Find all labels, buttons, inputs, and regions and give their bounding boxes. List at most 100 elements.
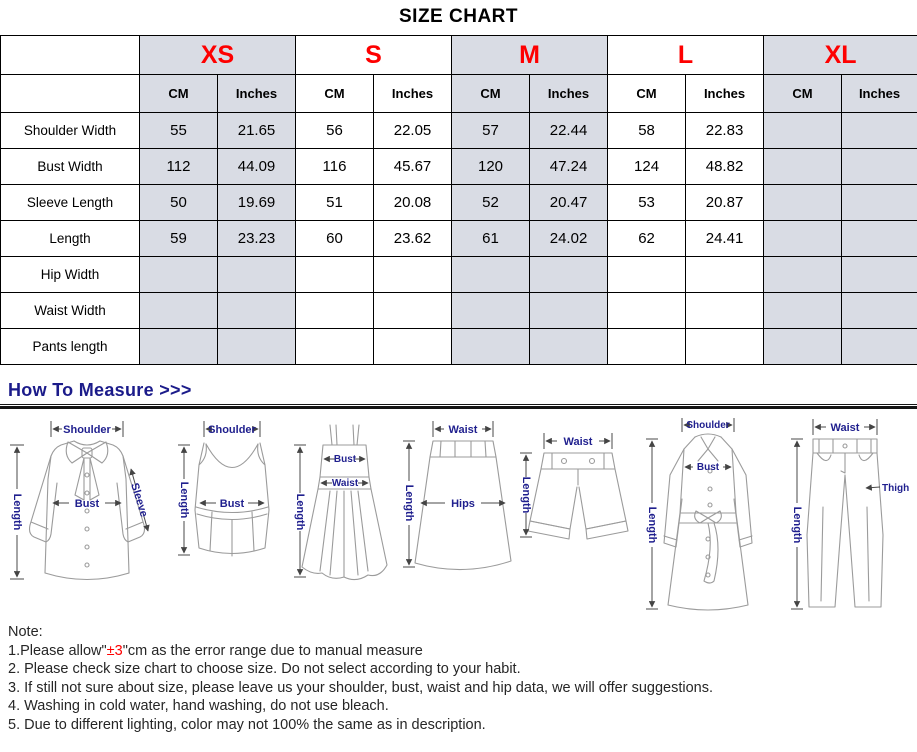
cell-m-cm: 120: [451, 148, 531, 185]
note-1-prefix: 1.Please allow": [8, 642, 107, 659]
note-line-5: 5. Due to different lighting, color may …: [8, 716, 486, 733]
blouse-length-label: Length: [11, 494, 23, 531]
cell-xs-cm: [139, 292, 218, 329]
cell-l-cm: [607, 328, 687, 365]
shorts-waist-label: Waist: [563, 436, 592, 448]
blouse-diagram: Shoulder Length Bust Sleeve: [10, 421, 150, 581]
skirt-hips-label: Hips: [451, 498, 475, 510]
unit-m-cm: CM: [451, 74, 531, 113]
cell-s-cm: [295, 328, 375, 365]
unit-xl-cm: CM: [763, 74, 843, 113]
cell-xl-cm: [763, 148, 843, 185]
cell-l-inches: [685, 256, 765, 293]
cell-xl-inches: [841, 292, 917, 329]
cell-l-inches: 24.41: [685, 220, 765, 257]
dress-length-label: Length: [294, 494, 306, 531]
row-label: Length: [0, 220, 140, 257]
cell-xl-cm: [763, 112, 843, 149]
cell-xs-inches: 19.69: [216, 184, 297, 221]
cell-l-cm: 58: [607, 112, 687, 149]
size-header-l: L: [607, 35, 765, 75]
note-line-4: 4. Washing in cold water, hand washing, …: [8, 698, 389, 714]
coat-length-label: Length: [646, 507, 658, 544]
cell-m-cm: [451, 328, 531, 365]
table-row-sleeve-length: Sleeve Length 50 19.69 51 20.08 52 20.47…: [0, 184, 917, 221]
cell-xs-cm: 50: [139, 184, 218, 221]
cell-m-inches: 22.44: [529, 112, 609, 149]
page-title: SIZE CHART: [399, 6, 518, 27]
cell-xl-inches: [841, 184, 917, 221]
unit-header-row: CM Inches CM Inches CM Inches CM Inches …: [0, 74, 917, 113]
unit-s-cm: CM: [295, 74, 375, 113]
pants-thigh-label: Thigh: [882, 483, 909, 494]
corner-cell: [0, 35, 140, 75]
corner-cell: [0, 74, 140, 113]
cell-xs-inches: [216, 328, 297, 365]
cell-s-inches: [373, 292, 453, 329]
cell-s-inches: [373, 256, 453, 293]
dress-diagram: Bust Waist Length: [294, 424, 388, 581]
tank-length-label: Length: [178, 482, 190, 519]
cell-xs-inches: 21.65: [216, 112, 297, 149]
blouse-bust-label: Bust: [75, 498, 100, 510]
size-header-m: M: [451, 35, 609, 75]
cell-s-inches: [373, 328, 453, 365]
cell-xl-inches: [841, 112, 917, 149]
cell-m-cm: 52: [451, 184, 531, 221]
cell-xl-cm: [763, 256, 843, 293]
dress-bust-label: Bust: [334, 454, 357, 465]
cell-l-cm: 124: [607, 148, 687, 185]
cell-m-inches: 24.02: [529, 220, 609, 257]
unit-xs-inches: Inches: [216, 74, 297, 113]
cell-m-inches: [529, 328, 609, 365]
shorts-diagram: Waist Length: [519, 433, 629, 540]
cell-xl-cm: [763, 184, 843, 221]
cell-s-inches: 20.08: [373, 184, 453, 221]
size-header-xl: XL: [763, 35, 917, 75]
cell-m-inches: 20.47: [529, 184, 609, 221]
cell-m-inches: [529, 256, 609, 293]
coat-shoulder-label: Shoulder: [687, 420, 730, 431]
cell-s-cm: [295, 256, 375, 293]
cell-m-cm: 57: [451, 112, 531, 149]
coat-bust-label: Bust: [697, 462, 720, 473]
size-header-xs: XS: [138, 35, 297, 75]
note-1-suffix: "cm as the error range due to manual mea…: [122, 642, 423, 659]
cell-s-inches: 23.62: [373, 220, 453, 257]
cell-l-inches: 22.83: [685, 112, 765, 149]
cell-s-cm: 60: [295, 220, 375, 257]
coat-diagram: Shoulder Bust Length: [646, 418, 753, 611]
size-chart-table: XS S M L XL CM Inches CM Inches CM Inche…: [0, 35, 917, 365]
notes-section: Note: 1.Please allow"±3"cm as the error …: [0, 619, 917, 734]
cell-s-cm: 56: [295, 112, 375, 149]
table-row-pants-length: Pants length: [0, 328, 917, 365]
row-label: Pants length: [0, 328, 140, 365]
skirt-diagram: Waist Hips Length: [402, 421, 512, 571]
note-line-3: 3. If still not sure about size, please …: [8, 679, 713, 696]
skirt-waist-label: Waist: [449, 424, 478, 436]
how-to-measure-heading: How To Measure >>>: [8, 380, 192, 400]
unit-xl-inches: Inches: [841, 74, 917, 113]
cell-l-cm: [607, 292, 687, 329]
tank-top-diagram: Shoulder Length Bust: [177, 421, 270, 557]
unit-m-inches: Inches: [529, 74, 609, 113]
unit-l-cm: CM: [607, 74, 687, 113]
cell-xs-cm: 59: [139, 220, 218, 257]
cell-m-cm: [451, 292, 531, 329]
cell-s-inches: 22.05: [373, 112, 453, 149]
skirt-length-label: Length: [403, 485, 415, 522]
note-1-tolerance: ±3: [106, 642, 123, 659]
table-row-length: Length 59 23.23 60 23.62 61 24.02 62 24.…: [0, 220, 917, 257]
tank-shoulder-label: Shoulder: [208, 424, 256, 436]
row-label: Hip Width: [0, 256, 140, 293]
cell-m-cm: [451, 256, 531, 293]
cell-s-cm: [295, 292, 375, 329]
cell-xs-cm: 55: [139, 112, 218, 149]
cell-m-inches: 47.24: [529, 148, 609, 185]
cell-xl-cm: [763, 220, 843, 257]
size-header-row: XS S M L XL: [0, 35, 917, 75]
cell-xs-cm: [139, 328, 218, 365]
cell-xl-cm: [763, 292, 843, 329]
cell-xs-cm: [139, 256, 218, 293]
shorts-length-label: Length: [520, 477, 532, 514]
